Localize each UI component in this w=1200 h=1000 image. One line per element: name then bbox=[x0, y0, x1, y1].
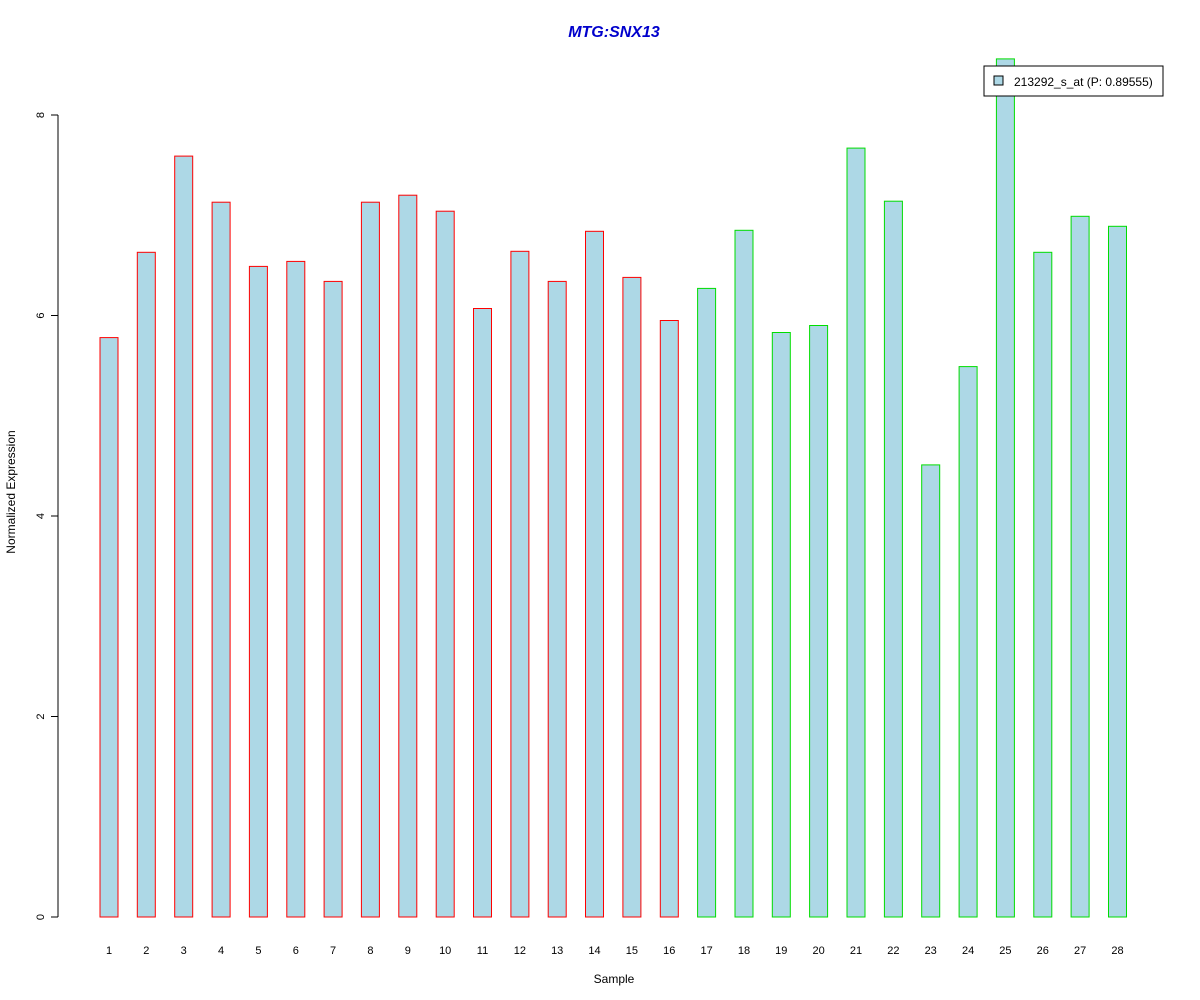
bar-sample-4 bbox=[211, 201, 231, 918]
bar-sample-13 bbox=[547, 280, 567, 918]
x-tick-label: 9 bbox=[405, 945, 411, 957]
x-axis-label: Sample bbox=[594, 972, 635, 986]
x-tick-label: 11 bbox=[477, 945, 488, 957]
legend-label: 213292_s_at (P: 0.89555) bbox=[1014, 75, 1153, 89]
x-tick-label: 21 bbox=[850, 945, 862, 957]
x-tick-label: 10 bbox=[439, 945, 451, 957]
bar-sample-21 bbox=[846, 147, 866, 918]
x-tick-label: 25 bbox=[999, 945, 1011, 957]
legend-box bbox=[983, 65, 1164, 97]
x-tick-label: 17 bbox=[700, 945, 712, 957]
x-tick-label: 24 bbox=[962, 945, 974, 957]
bar-sample-27 bbox=[1070, 215, 1090, 918]
x-tick-label: 4 bbox=[218, 945, 224, 957]
bar-sample-11 bbox=[473, 308, 492, 918]
x-tick-label: 28 bbox=[1111, 945, 1123, 957]
x-tick-label: 22 bbox=[887, 945, 899, 957]
x-tick-label: 15 bbox=[626, 945, 638, 957]
y-tick-label: 0 bbox=[35, 914, 47, 920]
x-tick-labels: 1 2 3 4 5 6 7 8 9 10 11 12 13 14 15 16 17 18 19 20 21 22 23 24 2… bbox=[106, 945, 1124, 957]
bars bbox=[99, 58, 1127, 918]
bar-sample-19 bbox=[771, 332, 791, 918]
legend: 213292_s_at (P: 0.89555) bbox=[983, 65, 1164, 97]
y-tick-label: 6 bbox=[35, 312, 47, 318]
x-tick-label: 5 bbox=[255, 945, 261, 957]
y-axis: 0 2 4 6 8 bbox=[35, 112, 59, 920]
bar-sample-22 bbox=[883, 200, 903, 918]
x-tick-label: 16 bbox=[663, 945, 675, 957]
bar-sample-28 bbox=[1108, 225, 1127, 918]
bar-sample-3 bbox=[174, 155, 194, 918]
bar-sample-18 bbox=[734, 229, 754, 918]
x-tick-label: 14 bbox=[588, 945, 600, 957]
x-tick-label: 7 bbox=[330, 945, 336, 957]
x-tick-label: 3 bbox=[181, 945, 187, 957]
bar-sample-8 bbox=[360, 201, 380, 918]
bar-sample-14 bbox=[585, 230, 604, 918]
x-tick-label: 19 bbox=[775, 945, 787, 957]
bar-sample-10 bbox=[435, 210, 455, 918]
x-tick-label: 26 bbox=[1037, 945, 1049, 957]
bar-sample-20 bbox=[809, 325, 829, 918]
x-tick-label: 23 bbox=[925, 945, 937, 957]
legend-swatch bbox=[993, 75, 1004, 86]
x-tick-label: 20 bbox=[812, 945, 824, 957]
x-tick-label: 13 bbox=[551, 945, 563, 957]
bar-sample-9 bbox=[398, 194, 418, 918]
chart-title: MTG:SNX13 bbox=[568, 24, 660, 41]
x-tick-label: 6 bbox=[293, 945, 299, 957]
x-tick-label: 18 bbox=[738, 945, 750, 957]
bar-sample-2 bbox=[136, 251, 156, 918]
bar-sample-7 bbox=[323, 280, 343, 918]
x-tick-label: 12 bbox=[514, 945, 526, 957]
bar-sample-24 bbox=[958, 366, 978, 918]
y-axis-label: Normalized Expression bbox=[4, 430, 18, 553]
x-tick-label: 2 bbox=[143, 945, 149, 957]
bar-sample-17 bbox=[697, 287, 717, 918]
bar-sample-5 bbox=[248, 265, 268, 918]
x-tick-label: 27 bbox=[1074, 945, 1086, 957]
y-tick-label: 4 bbox=[35, 513, 47, 519]
bar-sample-15 bbox=[622, 276, 642, 918]
bar-sample-25 bbox=[995, 58, 1015, 918]
bar-sample-23 bbox=[921, 464, 941, 918]
x-tick-label: 1 bbox=[106, 945, 112, 957]
bar-sample-16 bbox=[659, 320, 679, 918]
y-tick-label: 2 bbox=[35, 713, 47, 719]
bar-sample-1 bbox=[99, 337, 119, 918]
bar-sample-12 bbox=[510, 250, 530, 918]
y-tick-label: 8 bbox=[35, 112, 47, 118]
bar-sample-6 bbox=[286, 260, 306, 918]
x-tick-label: 8 bbox=[367, 945, 373, 957]
bar-sample-26 bbox=[1033, 251, 1053, 918]
